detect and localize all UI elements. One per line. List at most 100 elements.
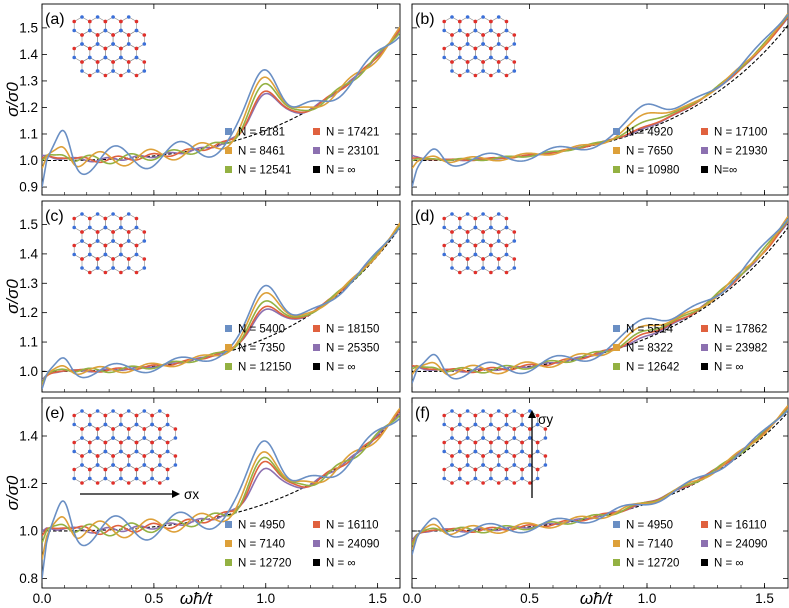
legend-swatch xyxy=(313,363,320,370)
panel-label: (b) xyxy=(415,11,435,28)
lattice-atom xyxy=(126,33,131,37)
lattice-hexagon xyxy=(521,464,538,484)
legend-label: N = 5400 xyxy=(238,324,285,336)
legend-label: N = ∞ xyxy=(326,362,356,374)
lattice-atom xyxy=(119,252,123,257)
lattice-hexagon xyxy=(112,30,129,49)
lattice-hexagon xyxy=(498,30,515,49)
legend-swatch xyxy=(225,540,232,547)
y-tick-label: 1.0 xyxy=(19,153,38,168)
lattice-hexagon xyxy=(490,437,507,457)
lattice-atom xyxy=(512,230,517,234)
lattice-atom xyxy=(111,436,115,440)
lattice-atom xyxy=(95,257,100,261)
series-line-1 xyxy=(42,417,400,579)
legend-swatch xyxy=(313,344,320,351)
lattice-atom xyxy=(458,476,462,481)
lattice-hexagon xyxy=(451,451,468,470)
legend-swatch xyxy=(613,363,620,370)
x-tick-label: 1.5 xyxy=(368,591,387,606)
lattice-atom xyxy=(450,230,454,234)
lattice-atom xyxy=(442,413,447,418)
lattice-atom xyxy=(88,449,92,454)
lattice-inset xyxy=(442,409,548,485)
lattice-atom xyxy=(465,436,470,440)
lattice-atom xyxy=(134,413,139,418)
legend-label: N = 7140 xyxy=(626,539,673,551)
lattice-hexagon xyxy=(136,410,153,430)
legend-label: N = 4950 xyxy=(238,520,285,532)
lattice-atom xyxy=(473,449,478,454)
lattice-inset xyxy=(442,15,517,78)
lattice-atom xyxy=(481,60,485,64)
lattice-hexagon xyxy=(459,437,476,457)
lattice-atom xyxy=(458,225,462,230)
lattice-atom xyxy=(481,239,485,243)
lattice-atom xyxy=(458,73,462,78)
y-tick-label: 1.1 xyxy=(19,126,38,141)
x-tick-label: 0.0 xyxy=(403,591,422,606)
lattice-hexagon xyxy=(136,437,153,457)
lattice-atom xyxy=(450,409,454,413)
lattice-atom xyxy=(481,481,485,485)
panel-label: (f) xyxy=(415,405,430,422)
lattice-hexagon xyxy=(120,437,137,457)
lattice-atom xyxy=(103,243,108,248)
lattice-atom xyxy=(142,42,147,46)
legend-label: N=∞ xyxy=(714,165,737,177)
lattice-hexagon xyxy=(97,227,114,246)
sigma-y-label: σy xyxy=(538,412,553,427)
lattice-atom xyxy=(88,270,92,275)
lattice-hexagon xyxy=(97,254,114,273)
legend-label: N = 12642 xyxy=(626,362,679,374)
lattice-atom xyxy=(450,212,454,216)
lattice-hexagon xyxy=(474,437,492,457)
lattice-atom xyxy=(504,440,509,445)
lattice-atom xyxy=(80,15,84,19)
lattice-atom xyxy=(111,409,115,413)
lattice-atom xyxy=(442,476,447,481)
lattice-hexagon xyxy=(89,437,106,457)
legend-label: N = 23982 xyxy=(714,343,767,355)
lattice-atom xyxy=(520,413,524,418)
lattice-atom xyxy=(142,454,147,458)
lattice-hexagon xyxy=(105,240,122,260)
lattice-atom xyxy=(88,252,92,257)
y-tick-label: 1.0 xyxy=(19,364,38,379)
lattice-atom xyxy=(72,476,76,481)
lattice-atom xyxy=(80,212,84,216)
lattice-hexagon xyxy=(506,464,523,484)
series-line-3 xyxy=(42,225,400,384)
y-tick-label: 1.5 xyxy=(19,217,38,232)
lattice-atom xyxy=(80,239,84,243)
lattice-atom xyxy=(535,449,540,454)
lattice-atom xyxy=(458,270,462,275)
lattice-atom xyxy=(504,46,509,51)
panels: 0.9 1.0 1.1 1.2 1.3 1.4 1.5 (a) N = 5181 N = 8461… xyxy=(19,3,789,606)
lattice-atom xyxy=(481,454,485,458)
lattice-atom xyxy=(95,239,100,243)
lattice-atom xyxy=(489,440,493,445)
lattice-atom xyxy=(465,60,470,64)
legend-label: N = 7140 xyxy=(238,539,285,551)
legend-swatch xyxy=(313,147,320,154)
lattice-hexagon xyxy=(459,16,476,36)
lattice-atom xyxy=(165,449,170,454)
legend-label: N = 17421 xyxy=(326,127,379,139)
lattice-hexagon xyxy=(112,57,129,76)
lattice-atom xyxy=(126,454,131,458)
lattice-atom xyxy=(458,449,462,454)
legend-label: N = 12150 xyxy=(238,362,291,374)
legend-label: N = 16110 xyxy=(326,520,379,532)
legend-swatch xyxy=(313,559,320,566)
lattice-hexagon xyxy=(443,213,461,233)
plot-area xyxy=(42,222,400,390)
lattice-atom xyxy=(119,55,123,60)
lattice-hexagon xyxy=(490,410,507,430)
lattice-hexagon xyxy=(482,227,500,246)
series-line-5 xyxy=(412,17,788,162)
lattice-hexagon xyxy=(73,464,91,484)
lattice-atom xyxy=(450,454,454,458)
lattice-hexagon xyxy=(81,57,98,76)
x-axis-label-right: ωħ/t xyxy=(580,589,613,608)
